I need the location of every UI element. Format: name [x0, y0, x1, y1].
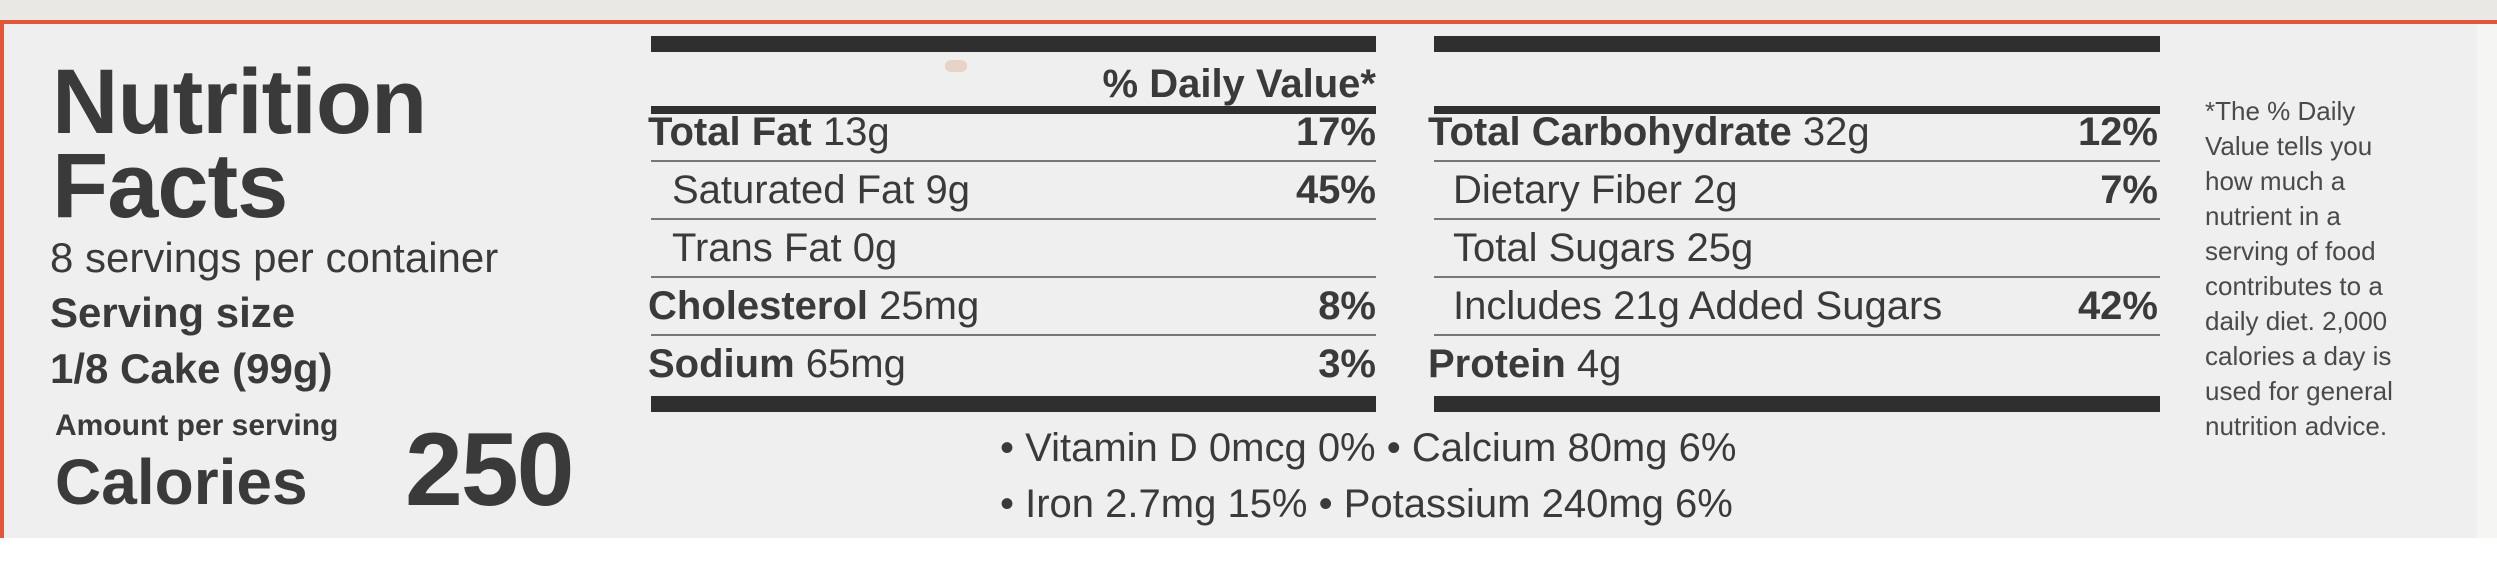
row-divider — [1434, 276, 2160, 278]
nutrient-amount: 25mg — [879, 284, 980, 328]
footnote-line: contributes to a — [2205, 271, 2383, 301]
top-thick-rule — [651, 36, 1376, 52]
nutrient-dv: 42% — [2077, 284, 2158, 328]
title-facts: Facts — [52, 135, 288, 237]
footnote-line: *The % Daily — [2205, 96, 2356, 126]
nutrient-dv: 8% — [1318, 284, 1376, 328]
nutrient-row: Total Fat 13g — [648, 112, 890, 152]
nutrient-amount: 9g — [925, 168, 971, 212]
nutrient-row: Protein 4g — [1428, 344, 1621, 384]
footnote-line: Value tells you — [2205, 131, 2373, 161]
nutrient-amount: 0g — [852, 226, 898, 270]
nutrient-name: Dietary Fiber — [1453, 168, 1682, 212]
package-red-stripe — [0, 20, 2497, 24]
nutrient-dv: 7% — [2100, 168, 2158, 212]
row-divider — [651, 276, 1376, 278]
daily-value-header: % Daily Value* — [1102, 62, 1376, 106]
footnote-line: serving of food — [2205, 236, 2376, 266]
nutrient-name: Protein — [1428, 342, 1566, 386]
nutrient-dv: 12% — [2077, 110, 2158, 154]
nutrient-amount: 2g — [1693, 168, 1738, 212]
footnote-line: calories a day is — [2205, 341, 2392, 371]
print-smudge — [945, 60, 967, 72]
top-thick-rule — [1434, 36, 2160, 52]
vitamins-line-2: • Iron 2.7mg 15% • Potassium 240mg 6% — [1000, 482, 1733, 526]
nutrient-row: Trans Fat 0g — [672, 228, 897, 268]
row-divider — [1434, 334, 2160, 336]
vitamins-line-1: • Vitamin D 0mcg 0% • Calcium 80mg 6% — [1000, 426, 1737, 470]
footnote-line: daily diet. 2,000 — [2205, 306, 2388, 336]
header-rule — [651, 106, 1376, 114]
row-divider — [1434, 218, 2160, 220]
nutrient-name: Includes 21g Added Sugars — [1453, 284, 1943, 328]
footnote-line: how much a — [2205, 166, 2346, 196]
bottom-thick-rule — [651, 396, 1376, 412]
footnote-line: nutrient in a — [2205, 201, 2341, 231]
nutrient-dv: 3% — [1318, 342, 1376, 386]
nutrient-name: Total Carbohydrate — [1428, 110, 1792, 154]
nutrient-amount: 65mg — [805, 342, 906, 386]
title-nutrition: Nutrition — [52, 51, 427, 153]
package-right-edge — [2477, 24, 2497, 538]
servings-per-container: 8 servings per container — [50, 234, 499, 281]
nutrient-amount: 32g — [1802, 110, 1870, 154]
nutrient-name: Total Fat — [648, 110, 812, 154]
row-divider — [1434, 160, 2160, 162]
serving-size-label: Serving size — [50, 289, 296, 336]
footnote-line: nutrition advice. — [2205, 411, 2388, 441]
amount-per-serving: Amount per serving — [55, 409, 339, 442]
row-divider — [651, 218, 1376, 220]
calories-value: 250 — [405, 412, 575, 528]
nutrient-row: Total Carbohydrate 32g — [1428, 112, 1870, 152]
nutrient-dv: 17% — [1295, 110, 1376, 154]
right-nutrient-table: Total Carbohydrate 32g 12% Dietary Fiber… — [1428, 36, 2160, 416]
nutrient-name: Trans Fat — [672, 226, 842, 270]
serving-size-value: 1/8 Cake (99g) — [50, 345, 333, 392]
nutrient-row: Cholesterol 25mg — [648, 286, 979, 326]
nutrient-row: Dietary Fiber 2g — [1453, 170, 1738, 210]
nutrient-row: Includes 21g Added Sugars — [1453, 286, 1942, 326]
nutrient-name: Sodium — [648, 342, 795, 386]
nutrient-row: Saturated Fat 9g — [672, 170, 970, 210]
nutrient-amount: 13g — [822, 110, 890, 154]
calories-label: Calories — [55, 446, 308, 518]
nutrient-row: Total Sugars 25g — [1453, 228, 1753, 268]
nutrient-name: Saturated Fat — [672, 168, 915, 212]
bottom-thick-rule — [1434, 396, 2160, 412]
nutrient-amount: 4g — [1576, 342, 1622, 386]
left-nutrient-table: % Daily Value* Total Fat 13g 17% Saturat… — [648, 36, 1376, 416]
row-divider — [651, 334, 1376, 336]
package-left-edge — [0, 24, 4, 538]
nutrient-row: Sodium 65mg — [648, 344, 906, 384]
package-bottom-edge — [0, 538, 2497, 562]
nutrient-name: Total Sugars — [1453, 226, 1676, 270]
nutrient-amount: 25g — [1686, 226, 1754, 270]
footnote-line: used for general — [2205, 376, 2393, 406]
row-divider — [651, 160, 1376, 162]
nutrient-dv: 45% — [1295, 168, 1376, 212]
nutrient-name: Cholesterol — [648, 284, 869, 328]
header-rule — [1434, 106, 2160, 114]
daily-value-footnote: *The % Daily Value tells you how much a … — [2205, 94, 2435, 444]
